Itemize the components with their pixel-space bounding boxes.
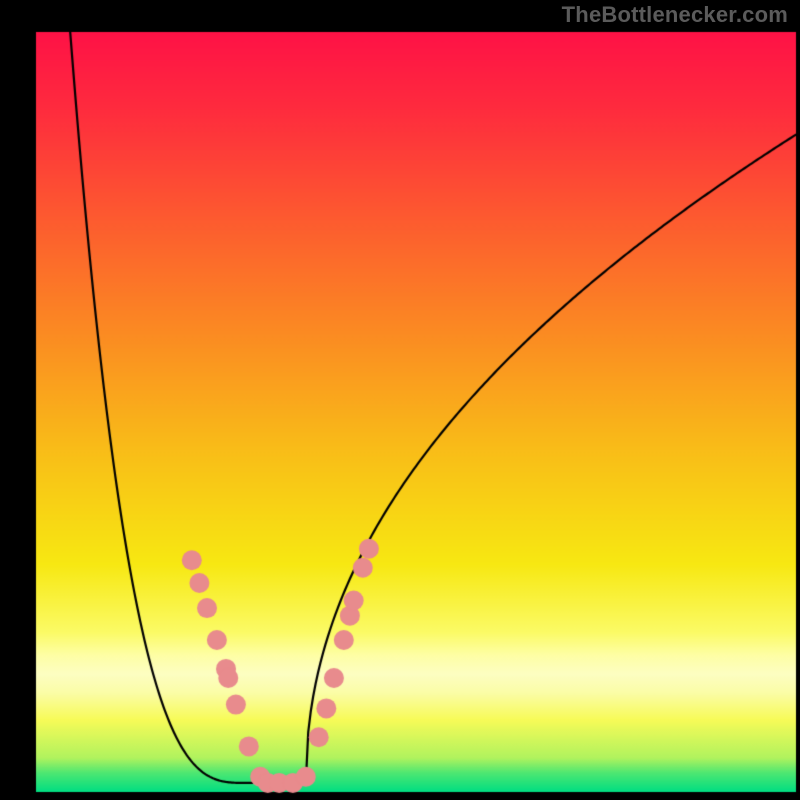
chart-frame: TheBottlenecker.com bbox=[0, 0, 800, 800]
bottleneck-chart-canvas bbox=[0, 0, 800, 800]
watermark-text: TheBottlenecker.com bbox=[562, 2, 788, 28]
